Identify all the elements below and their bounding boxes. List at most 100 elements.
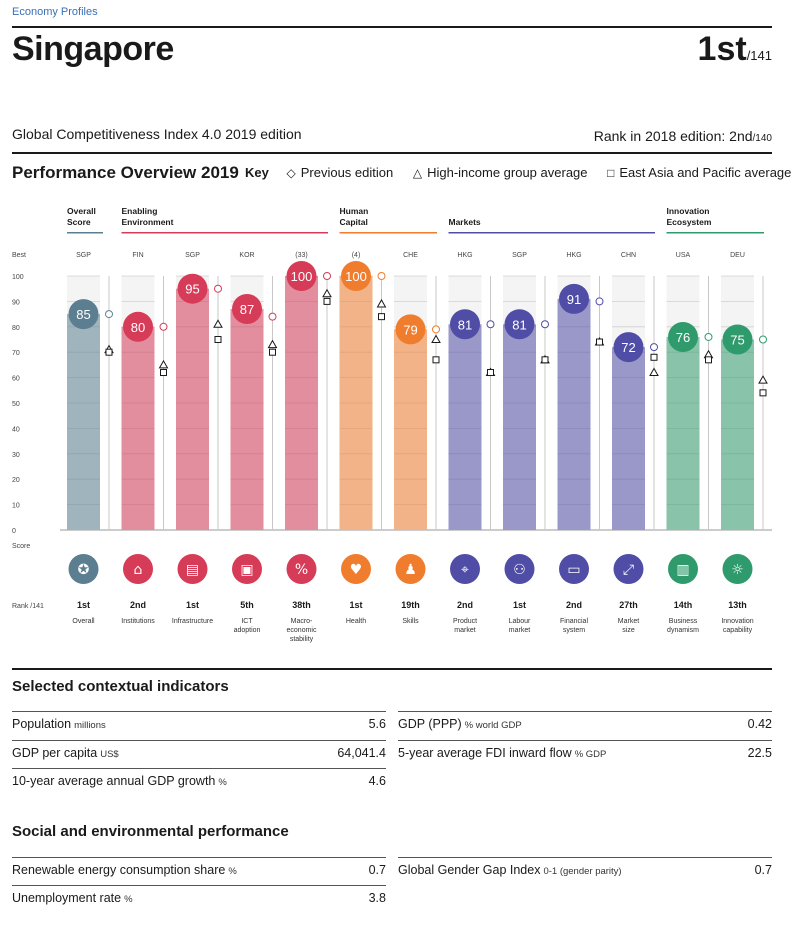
- y-tick-label: 0: [12, 528, 16, 535]
- pillar-icon-circle: [341, 554, 371, 584]
- score-bubble: [668, 321, 698, 352]
- indicator-row: Population millions 5.6: [12, 711, 386, 733]
- previous-edition-marker: [214, 284, 222, 293]
- score-value: 95: [185, 282, 199, 297]
- key-high-income: △ High-income group average: [412, 165, 588, 180]
- best-economy-label: HKG: [457, 252, 472, 259]
- pillar-label: Innovation: [721, 618, 753, 625]
- best-economy-label: SGP: [512, 252, 527, 259]
- pillar-label: adoption: [234, 627, 261, 634]
- score-bar: [121, 326, 155, 530]
- pillar-icon-circle: [232, 554, 262, 584]
- rank-2018-label: Rank in 2018 edition: 2nd: [593, 128, 753, 144]
- score-label: Score: [12, 543, 30, 550]
- pillar-label: dynamism: [667, 627, 699, 634]
- card-icon: ▭: [567, 562, 580, 578]
- score-value: 100: [345, 269, 367, 284]
- pillar-icon-circle: [722, 554, 753, 584]
- previous-edition-marker: [541, 320, 549, 329]
- best-economy-label: SGP: [185, 252, 200, 259]
- score-bar: [67, 314, 100, 530]
- score-bubble: [722, 324, 753, 355]
- score-bubble: [450, 309, 480, 340]
- score-value: 76: [676, 330, 690, 345]
- pillar-rank: 1st: [513, 600, 526, 610]
- social-title: Social and environmental performance: [12, 823, 289, 840]
- pillar-label: Business: [669, 618, 698, 625]
- indicator-row: Global Gender Gap Index 0-1 (gender parit…: [398, 857, 772, 879]
- previous-edition-marker: [595, 297, 604, 306]
- score-value: 80: [131, 320, 145, 335]
- pillar-label: ICT: [241, 618, 253, 625]
- group-label: Markets: [449, 217, 481, 227]
- group-label: Score: [67, 217, 91, 227]
- high-income-marker: [158, 359, 169, 369]
- pillar-label: Infrastructure: [172, 618, 213, 625]
- indicator-row: 5-year average FDI inward flow% GDP 22.5: [398, 740, 772, 762]
- section-divider: [12, 152, 772, 154]
- key-east-asia: □ East Asia and Pacific average: [607, 165, 792, 180]
- east-asia-marker: [487, 369, 494, 377]
- best-economy-label: SGP: [76, 252, 91, 259]
- rank-value: 1st: [697, 30, 747, 68]
- score-value: 75: [730, 333, 744, 348]
- group-label: Enabling: [122, 206, 158, 216]
- contextual-divider: [12, 668, 772, 670]
- pillar-rank: 27th: [619, 600, 638, 610]
- tag-icon: ⌖: [461, 562, 469, 578]
- pillar-rank: 13th: [728, 600, 747, 610]
- score-bubble: [177, 273, 208, 304]
- east-asia-marker: [105, 348, 113, 356]
- pillar-label: Market: [618, 618, 639, 625]
- pillar-rank: 2nd: [130, 600, 146, 610]
- group-rule: [666, 232, 764, 234]
- y-tick-label: 80: [12, 325, 20, 332]
- score-bubble: [559, 283, 589, 314]
- score-value: 81: [458, 317, 472, 332]
- high-income-marker: [649, 367, 659, 377]
- east-asia-marker: [541, 356, 549, 364]
- group-label: Capital: [340, 217, 368, 227]
- pillar-icon-circle: [68, 554, 99, 584]
- key-previous-edition: ◇ Previous edition: [286, 165, 394, 180]
- previous-edition-marker: [159, 322, 168, 331]
- previous-edition-marker: [323, 272, 331, 280]
- score-bar: [394, 329, 427, 530]
- y-tick-label: 10: [12, 503, 20, 510]
- y-tick-label: 100: [12, 274, 24, 281]
- previous-edition-marker: [759, 335, 767, 344]
- score-bar: [557, 298, 591, 530]
- y-tick-label: 30: [12, 452, 20, 459]
- group-rule: [448, 232, 655, 234]
- indicator-row: Unemployment rate% 3.8: [12, 885, 386, 907]
- pillar-icon-circle: [668, 554, 698, 584]
- pillar-rank: 2nd: [566, 600, 582, 610]
- overall-rank: 1st/141: [698, 30, 772, 69]
- high-income-marker: [322, 288, 332, 298]
- previous-edition-marker: [704, 332, 713, 341]
- score-value: 85: [76, 307, 90, 322]
- east-asia-marker: [759, 389, 767, 397]
- pillar-rank: 5th: [240, 600, 254, 610]
- pillar-label: Overall: [72, 618, 95, 625]
- pillar-icon-circle: [395, 554, 426, 584]
- score-bubble: [232, 294, 262, 325]
- key-label: Key: [245, 165, 269, 180]
- y-tick-label: 70: [12, 350, 20, 357]
- indicator-row: GDP per capita US$ 64,041.4: [12, 740, 386, 762]
- best-economy-label: CHN: [621, 252, 636, 259]
- rank-axis-label: Rank /141: [12, 603, 44, 610]
- group-label: Environment: [122, 217, 174, 227]
- pillar-label: market: [509, 627, 530, 634]
- score-bubble: [68, 299, 99, 330]
- pillar-icon-circle: [177, 554, 208, 584]
- indicator-row: GDP (PPP)% world GDP 0.42: [398, 711, 772, 733]
- east-asia-marker: [269, 348, 276, 356]
- best-label: Best: [12, 252, 26, 259]
- score-bar: [612, 347, 645, 530]
- breadcrumb[interactable]: Economy Profiles: [12, 6, 98, 18]
- rank-out-of: /141: [746, 48, 772, 63]
- best-economy-label: HKG: [566, 252, 581, 259]
- pillar-label: Health: [346, 618, 366, 625]
- y-tick-label: 90: [12, 299, 20, 306]
